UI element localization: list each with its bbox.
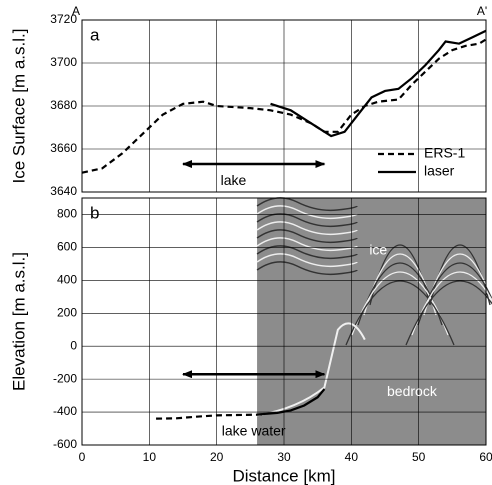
y-tick-label: 0 xyxy=(70,338,77,352)
line-series xyxy=(156,413,264,420)
y-tick-label: 200 xyxy=(57,305,77,319)
annotation: ice xyxy=(369,241,387,257)
radar-layer xyxy=(256,245,358,260)
panel-label: b xyxy=(90,203,99,222)
radar-hyperbola xyxy=(345,280,455,346)
radar-layer xyxy=(256,229,358,244)
x-tick-label: 40 xyxy=(345,450,359,464)
bedrock-reflector xyxy=(256,322,366,417)
annotation: bedrock xyxy=(387,383,438,399)
x-tick-label: 0 xyxy=(79,450,86,464)
y-tick-label: 3700 xyxy=(50,55,77,69)
radar-hyperbola xyxy=(351,271,449,336)
line-series xyxy=(256,388,326,416)
y-axis-label: Elevation [m a.s.l.] xyxy=(9,252,28,391)
annotation: lake water xyxy=(222,423,286,439)
y-tick-label: 800 xyxy=(57,207,77,221)
x-tick-label: 60 xyxy=(479,450,492,464)
y-tick-label: 3680 xyxy=(50,98,77,112)
y-tick-label: 3640 xyxy=(50,184,77,198)
legend-label: laser xyxy=(424,163,455,179)
y-axis-label: Ice Surface [m a.s.l.] xyxy=(9,29,28,184)
radar-layer xyxy=(256,205,358,220)
x-tick-label: 50 xyxy=(412,450,426,464)
plot-frame xyxy=(81,19,487,193)
radar-hyperbola xyxy=(405,280,492,346)
section-end-label: A xyxy=(72,4,80,18)
y-tick-label: 600 xyxy=(57,240,77,254)
x-tick-label: 20 xyxy=(210,450,224,464)
radar-layer xyxy=(256,261,358,276)
y-tick-label: -400 xyxy=(53,404,77,418)
radar-layer xyxy=(256,253,358,268)
y-tick-label: -200 xyxy=(53,371,77,385)
annotation: lake xyxy=(221,172,247,188)
y-tick-label: 3720 xyxy=(50,12,77,26)
line-series xyxy=(270,29,487,138)
radar-image xyxy=(257,198,486,445)
legend-label: ERS-1 xyxy=(424,145,465,161)
y-tick-label: -600 xyxy=(53,437,77,451)
plot-frame xyxy=(81,197,487,446)
x-axis-label: Distance [km] xyxy=(233,466,336,485)
section-end-label: A' xyxy=(477,4,487,18)
radar-layer xyxy=(256,213,358,228)
y-tick-label: 3660 xyxy=(50,141,77,155)
radar-layer xyxy=(256,221,358,236)
x-tick-label: 30 xyxy=(277,450,291,464)
x-tick-label: 10 xyxy=(143,450,157,464)
panel-label: a xyxy=(90,25,100,44)
radar-hyperbola xyxy=(411,271,492,336)
y-tick-label: 400 xyxy=(57,273,77,287)
radar-layer xyxy=(256,237,358,252)
